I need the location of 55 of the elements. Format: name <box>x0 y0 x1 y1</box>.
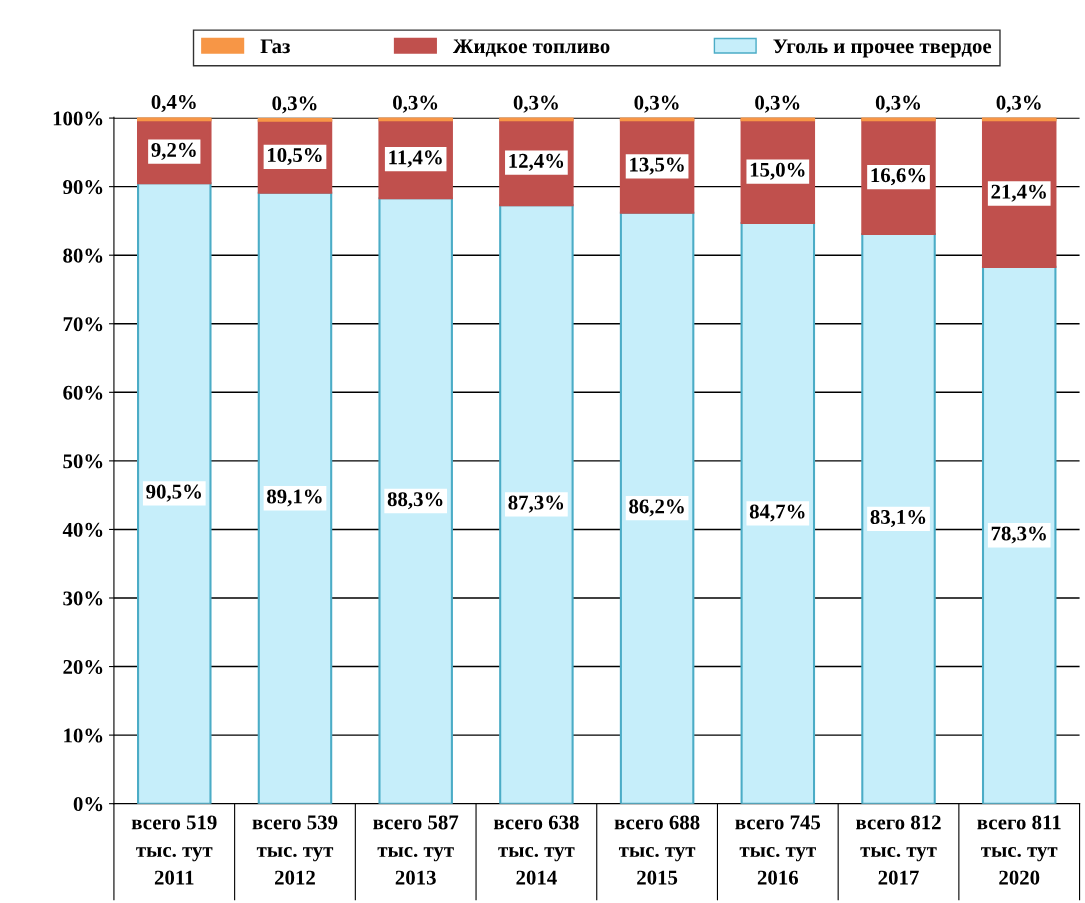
text: 0,4% <box>151 94 196 113</box>
y-tick-label: 30% <box>63 591 103 606</box>
bar <box>619 211 695 804</box>
y-tick-label: 90% <box>63 180 103 195</box>
bar <box>137 182 212 804</box>
y-tick-label: 70% <box>63 317 103 332</box>
x-tick-label: всего 745 тыс. тут 2016 <box>735 815 821 885</box>
x-tick-label: всего 688 тыс. тут 2015 <box>614 815 700 885</box>
text: 0,3% <box>755 95 800 113</box>
y-tick-label: 20% <box>63 659 103 675</box>
bar <box>257 117 333 122</box>
text: 0,3% <box>875 95 920 113</box>
x-tick-label: всего 812 тыс. тут 2017 <box>856 815 941 885</box>
text: 9,2% <box>151 142 196 160</box>
text: 0,3% <box>393 95 438 113</box>
text: 84,7% <box>749 504 805 522</box>
y-tick-label: 0% <box>73 797 103 812</box>
text: 90,5% <box>146 484 201 502</box>
text: 21,4% <box>991 184 1046 202</box>
text: 10,5% <box>268 147 322 166</box>
y-tick-label: 80% <box>63 248 103 263</box>
text: 78,3% <box>991 526 1046 544</box>
text: 11,4% <box>389 150 442 168</box>
text: 83,1% <box>870 509 926 528</box>
text: 89,1% <box>267 489 322 507</box>
text: 15,0% <box>750 162 805 180</box>
x-tick-label: всего 638 тыс. тут 2014 <box>493 815 579 885</box>
text: 13,5% <box>630 157 684 175</box>
text: 88,3% <box>387 492 443 510</box>
bar <box>378 197 453 804</box>
y-tick-label: 100% <box>53 111 103 126</box>
y-tick-label: 40% <box>62 522 103 537</box>
text: 12,4% <box>509 153 564 171</box>
y-tick-label: 60% <box>63 385 103 400</box>
legend-label: Газ <box>260 39 290 54</box>
text: 0,3% <box>272 96 317 114</box>
x-tick-label: всего 587 тыс. тут 2013 <box>373 815 459 885</box>
legend-label: Жидкое топливо <box>452 39 610 57</box>
x-tick-label: всего 811 тыс. тут 2020 <box>977 815 1061 885</box>
text: 0,3% <box>634 95 679 113</box>
text: 87,3% <box>508 495 564 513</box>
text: 16,6% <box>871 168 926 186</box>
bar <box>861 232 936 804</box>
bar <box>981 265 1057 804</box>
y-tick-label: 10% <box>64 728 103 743</box>
text: 0,3% <box>513 95 558 113</box>
x-tick-label: всего 519 тыс. тут 2011 <box>131 815 217 885</box>
bar <box>257 191 333 804</box>
legend-label: Уголь и прочее твердое <box>773 39 992 58</box>
text: 0,3% <box>996 95 1041 113</box>
bar <box>740 221 816 804</box>
x-tick-label: всего 539 тыс. тут 2012 <box>252 815 338 885</box>
bar <box>499 204 574 804</box>
text: 86,2% <box>629 499 684 517</box>
y-tick-label: 50% <box>63 454 103 469</box>
